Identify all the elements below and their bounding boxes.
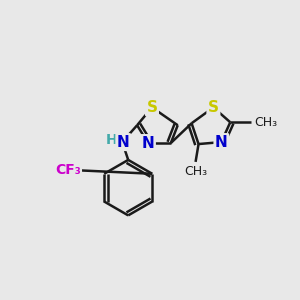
Text: CH₃: CH₃ (184, 165, 207, 178)
Text: CH₃: CH₃ (254, 116, 277, 129)
Text: N: N (117, 135, 130, 150)
Text: H: H (106, 133, 117, 147)
Text: CF₃: CF₃ (55, 163, 81, 177)
Text: S: S (146, 100, 158, 115)
Text: N: N (215, 135, 228, 150)
Text: N: N (142, 136, 154, 151)
Text: S: S (208, 100, 219, 115)
